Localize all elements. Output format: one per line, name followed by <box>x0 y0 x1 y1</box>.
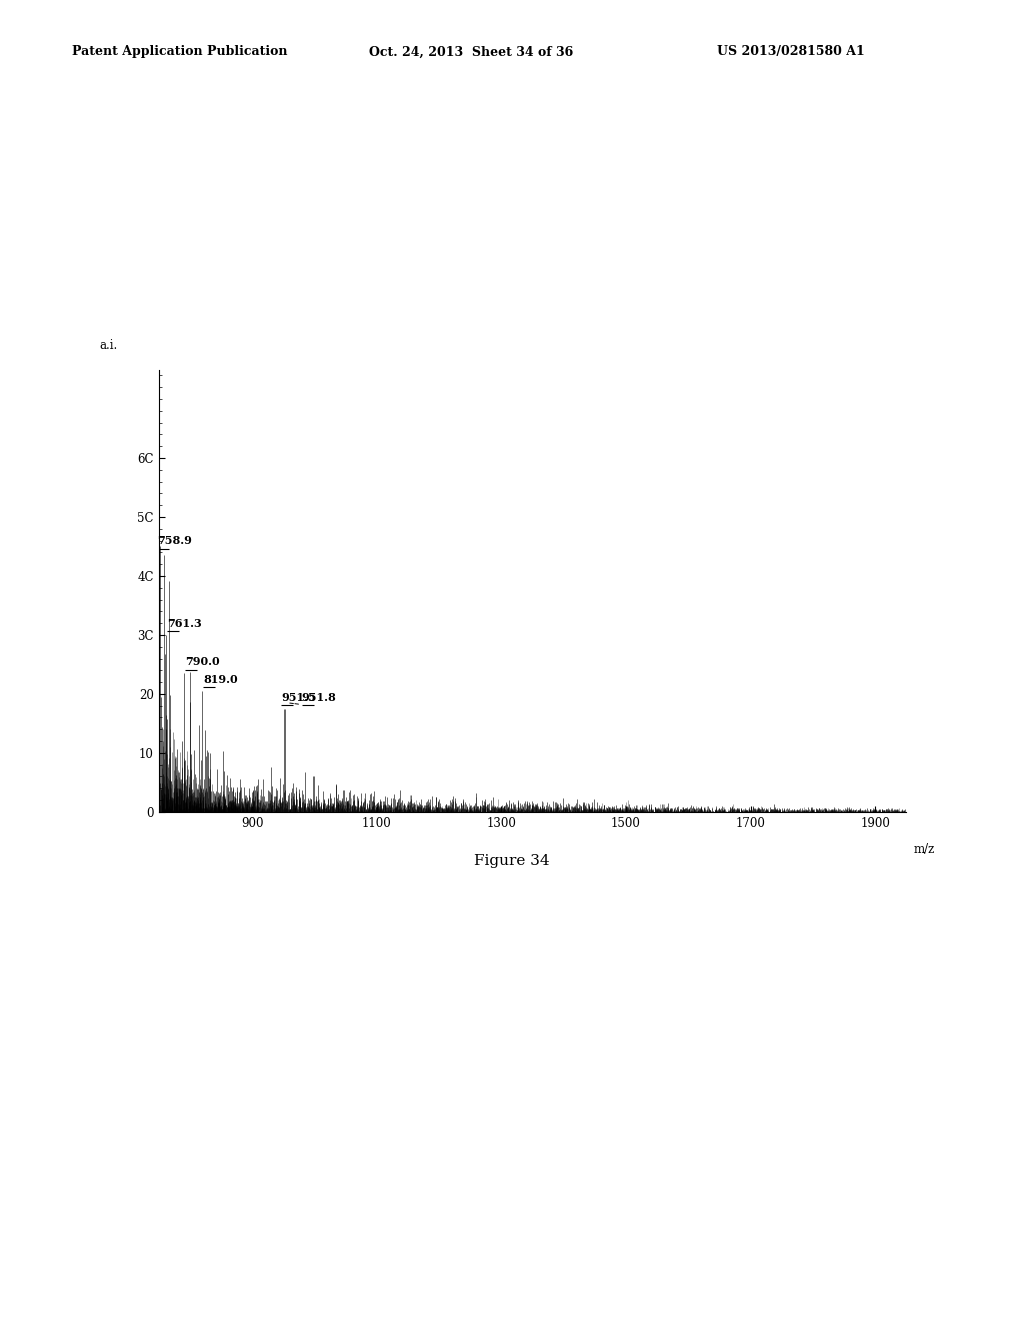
Text: 819.0: 819.0 <box>203 675 238 685</box>
Text: Patent Application Publication: Patent Application Publication <box>72 45 287 58</box>
Text: 951.8: 951.8 <box>302 692 337 702</box>
Text: m/z: m/z <box>913 842 935 855</box>
Text: US 2013/0281580 A1: US 2013/0281580 A1 <box>717 45 864 58</box>
Text: 758.9: 758.9 <box>157 536 191 546</box>
Text: a.i.: a.i. <box>99 339 118 352</box>
Text: Oct. 24, 2013  Sheet 34 of 36: Oct. 24, 2013 Sheet 34 of 36 <box>369 45 572 58</box>
Text: Figure 34: Figure 34 <box>474 854 550 867</box>
Text: 951.5: 951.5 <box>282 692 315 702</box>
Text: 761.3: 761.3 <box>167 618 202 630</box>
Text: 790.0: 790.0 <box>185 656 219 668</box>
